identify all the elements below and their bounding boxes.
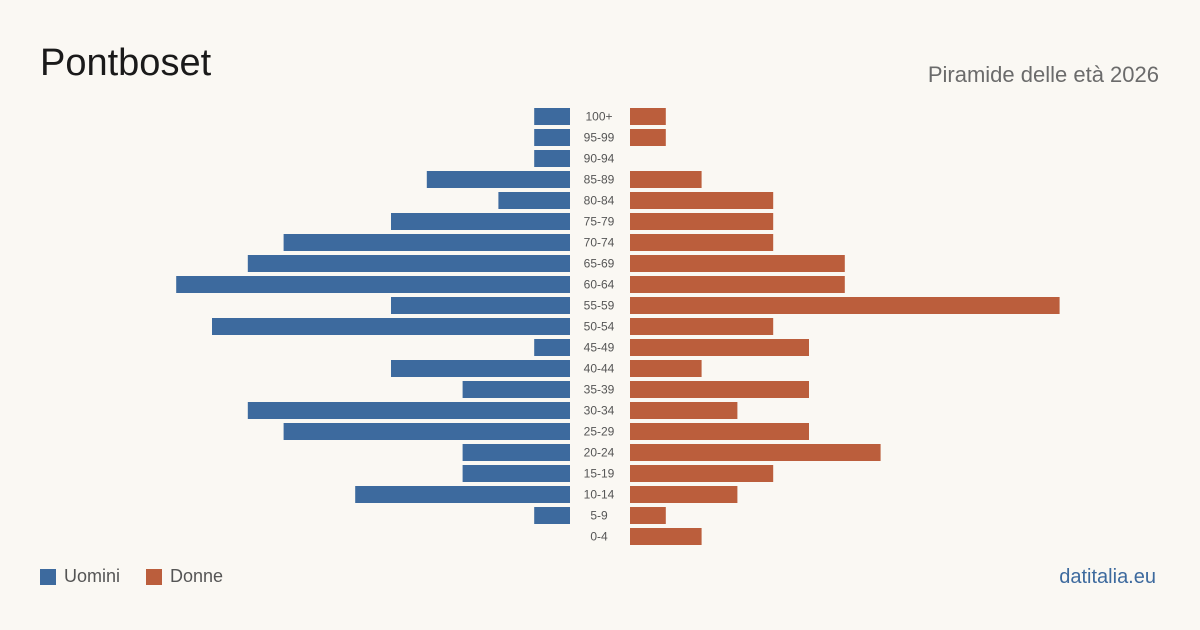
- age-label-50-54: 50-54: [584, 320, 615, 334]
- bar-men-40-44: [391, 360, 570, 377]
- age-label-100plus: 100+: [585, 110, 612, 124]
- bar-women-0-4: [630, 528, 702, 545]
- age-label-60-64: 60-64: [584, 278, 615, 292]
- legend-swatch-men: [40, 568, 56, 585]
- bar-men-20-24: [462, 444, 570, 461]
- age-label-20-24: 20-24: [584, 446, 615, 460]
- age-label-25-29: 25-29: [584, 425, 615, 439]
- bar-women-95-99: [630, 129, 666, 146]
- bar-men-35-39: [462, 381, 570, 398]
- bar-men-60-64: [176, 276, 570, 293]
- age-label-15-19: 15-19: [584, 467, 615, 481]
- bar-men-5-9: [534, 507, 570, 524]
- age-label-90-94: 90-94: [584, 152, 615, 166]
- brand-link[interactable]: datitalia.eu: [1059, 566, 1156, 588]
- bar-men-65-69: [247, 255, 571, 272]
- age-label-85-89: 85-89: [584, 173, 615, 187]
- legend-label-women: Donne: [170, 566, 224, 586]
- bar-women-20-24: [630, 444, 881, 461]
- bar-women-65-69: [630, 255, 845, 272]
- bar-women-25-29: [630, 423, 809, 440]
- bar-women-10-14: [630, 486, 738, 503]
- age-label-30-34: 30-34: [584, 404, 615, 418]
- age-label-55-59: 55-59: [584, 299, 615, 313]
- age-label-0-4: 0-4: [590, 530, 608, 544]
- age-label-40-44: 40-44: [584, 362, 615, 376]
- legend: Uomini Donne: [40, 566, 249, 587]
- age-label-70-74: 70-74: [584, 236, 615, 250]
- age-label-65-69: 65-69: [584, 257, 615, 271]
- bar-women-70-74: [630, 234, 774, 251]
- bar-women-5-9: [630, 507, 666, 524]
- legend-label-men: Uomini: [64, 566, 121, 586]
- bar-women-35-39: [630, 381, 809, 398]
- age-label-35-39: 35-39: [584, 383, 615, 397]
- bar-women-50-54: [630, 318, 774, 335]
- bar-women-15-19: [630, 465, 774, 482]
- bar-men-95-99: [534, 129, 570, 146]
- bar-women-30-34: [630, 402, 738, 419]
- bar-women-45-49: [630, 339, 809, 356]
- bar-men-15-19: [462, 465, 570, 482]
- age-label-80-84: 80-84: [584, 194, 615, 208]
- bar-women-80-84: [630, 192, 774, 209]
- legend-swatch-women: [146, 568, 163, 585]
- bar-men-25-29: [283, 423, 570, 440]
- legend-item-women: Donne: [146, 566, 223, 587]
- age-label-95-99: 95-99: [584, 131, 615, 145]
- bar-men-45-49: [534, 339, 570, 356]
- bar-men-10-14: [355, 486, 570, 503]
- bar-men-55-59: [391, 297, 570, 314]
- bar-women-85-89: [630, 171, 702, 188]
- chart-title: Pontboset: [40, 42, 212, 84]
- bar-men-80-84: [498, 192, 570, 209]
- bar-men-70-74: [283, 234, 570, 251]
- age-label-10-14: 10-14: [584, 488, 615, 502]
- age-label-45-49: 45-49: [584, 341, 615, 355]
- legend-item-men: Uomini: [40, 566, 120, 587]
- bar-women-100plus: [630, 108, 666, 125]
- bar-women-55-59: [630, 297, 1060, 314]
- bar-men-85-89: [426, 171, 570, 188]
- bar-men-50-54: [212, 318, 570, 335]
- bar-men-90-94: [534, 150, 570, 167]
- bar-men-100plus: [534, 108, 570, 125]
- age-label-5-9: 5-9: [590, 509, 608, 523]
- age-label-75-79: 75-79: [584, 215, 615, 229]
- chart-subtitle: Piramide delle età 2026: [927, 62, 1159, 87]
- bar-men-30-34: [247, 402, 571, 419]
- bar-women-75-79: [630, 213, 774, 230]
- bar-women-40-44: [630, 360, 702, 377]
- bar-women-60-64: [630, 276, 845, 293]
- bar-men-75-79: [391, 213, 570, 230]
